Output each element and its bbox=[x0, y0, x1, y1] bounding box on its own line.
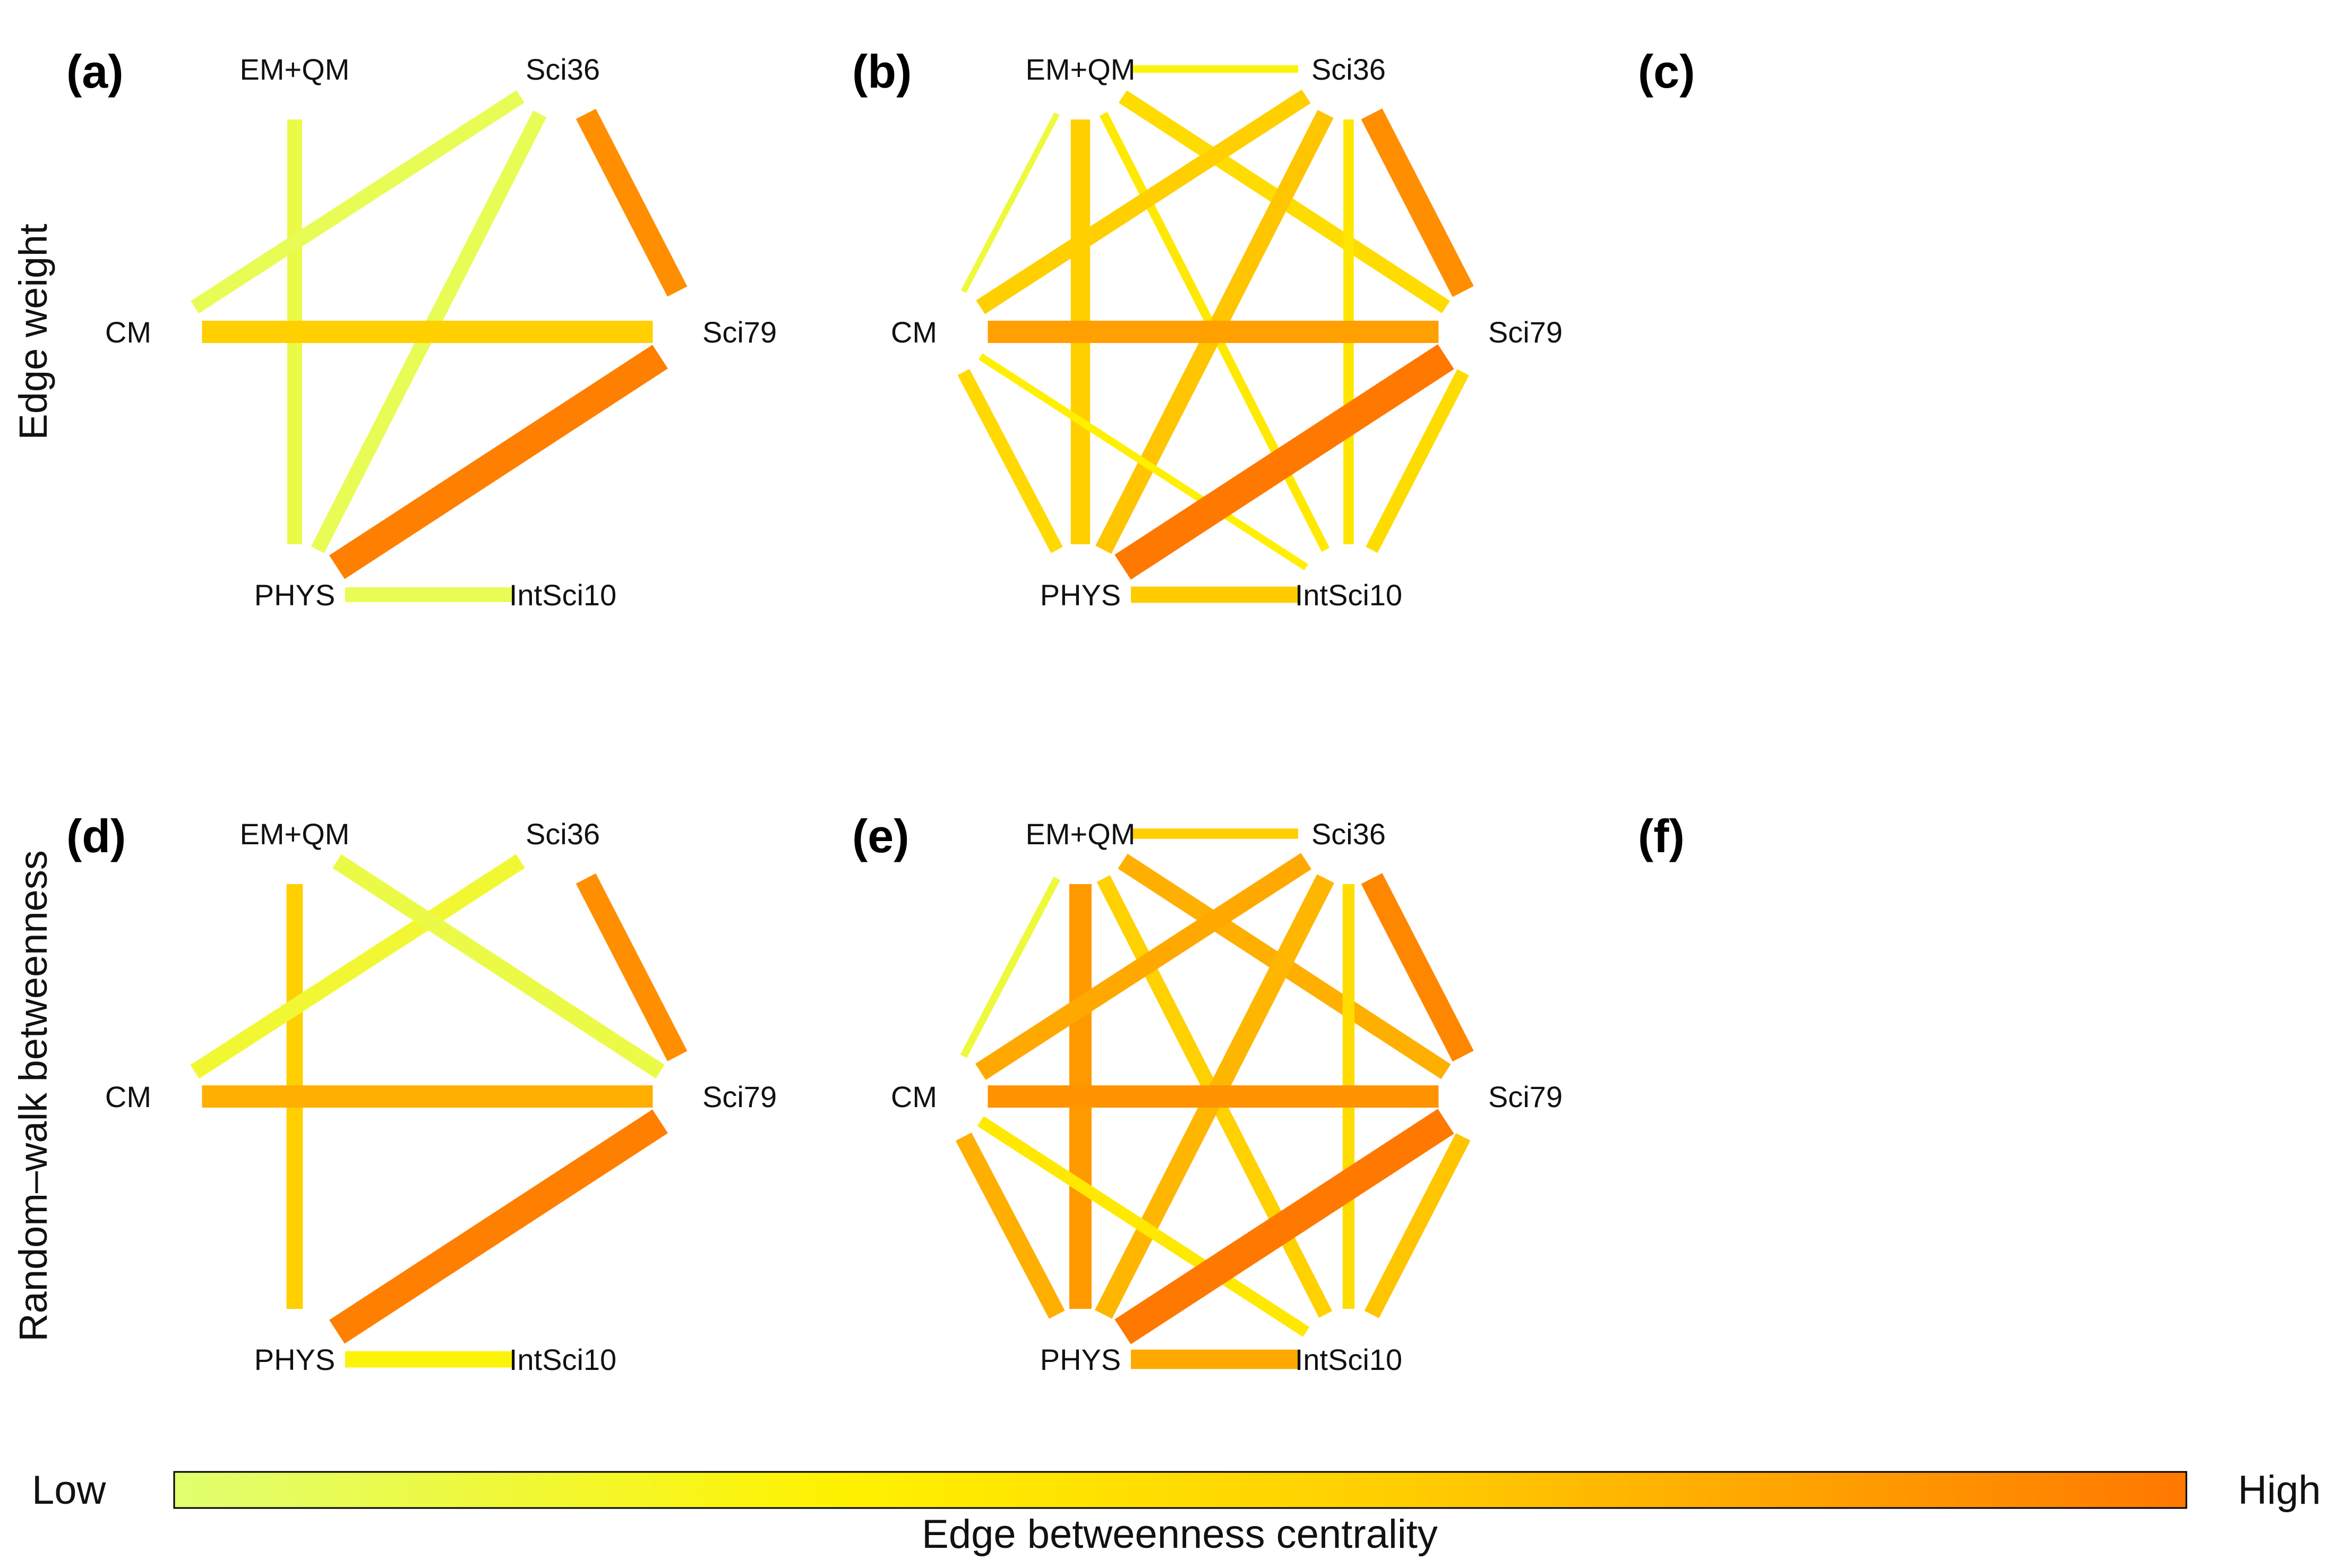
panel-f: EM+QM Sci36 CM Sci79 PHYS IntSci10 (f) bbox=[891, 810, 1685, 1376]
edge-Sci36-Sci79 bbox=[576, 108, 688, 297]
edge-CM-Sci36 bbox=[190, 854, 525, 1079]
node-label-cm: CM bbox=[891, 1080, 937, 1113]
node-label-sci79: Sci79 bbox=[702, 1080, 777, 1113]
node-label-cm: CM bbox=[105, 1080, 151, 1113]
row-label-edge-weight: Edge weight bbox=[11, 224, 55, 440]
node-label-intsci10: IntSci10 bbox=[509, 1343, 616, 1376]
node-label-sci36: Sci36 bbox=[1311, 817, 1386, 851]
node-label-phys: PHYS bbox=[254, 1343, 336, 1376]
edge-EMQM-CM bbox=[960, 876, 1060, 1058]
edge-Sci79-IntSci10 bbox=[1366, 369, 1470, 553]
edge-CM-IntSci10 bbox=[978, 353, 1309, 571]
edge-Sci36-Sci79 bbox=[1361, 873, 1474, 1062]
node-label-cm: CM bbox=[105, 315, 151, 349]
edge-CM-Sci36 bbox=[976, 89, 1311, 314]
node-label-sci79: Sci79 bbox=[702, 315, 777, 349]
edge-CM-Sci36 bbox=[191, 90, 525, 314]
edge-Sci36-Sci79 bbox=[576, 873, 688, 1061]
edge-PHYS-Sci79 bbox=[1114, 344, 1454, 580]
edge-EMQM-CM bbox=[960, 112, 1060, 293]
panel-e: EM+QM Sci36 CM Sci79 PHYS IntSci10 (e) bbox=[105, 810, 909, 1376]
edge-Sci36-Sci79 bbox=[1361, 108, 1474, 297]
colorbar-gradient bbox=[173, 1471, 2187, 1509]
node-label-emqm: EM+QM bbox=[1026, 817, 1136, 851]
edge-CM-Sci36 bbox=[975, 853, 1312, 1080]
node-label-cm: CM bbox=[891, 315, 937, 349]
colorbar-low-label: Low bbox=[32, 1468, 107, 1513]
node-label-emqm: EM+QM bbox=[240, 53, 350, 86]
colorbar: Low High Edge betweenness centrality bbox=[32, 1468, 2321, 1557]
node-label-sci36: Sci36 bbox=[526, 53, 600, 86]
panel-letter: (a) bbox=[66, 45, 124, 98]
colorbar-high-label: High bbox=[2238, 1468, 2321, 1513]
edge-CM-PHYS bbox=[957, 369, 1063, 553]
panel-letter: (d) bbox=[66, 810, 126, 862]
edge-PHYS-Sci79 bbox=[329, 345, 668, 579]
panel-letter: (b) bbox=[852, 45, 912, 98]
colorbar-title: Edge betweenness centrality bbox=[922, 1512, 1438, 1557]
node-label-emqm: EM+QM bbox=[1026, 53, 1136, 86]
node-label-sci79: Sci79 bbox=[1488, 1080, 1563, 1113]
node-label-phys: PHYS bbox=[254, 578, 336, 612]
edge-PHYS-Sci79 bbox=[1114, 1109, 1454, 1344]
row-label-random-walk: Random–walk betweenness bbox=[11, 850, 55, 1342]
edge-EMQM-Sci79 bbox=[332, 854, 665, 1079]
edge-PHYS-Sci79 bbox=[329, 1109, 668, 1344]
node-label-phys: PHYS bbox=[1040, 578, 1121, 612]
node-label-intsci10: IntSci10 bbox=[509, 578, 616, 612]
panel-b: EM+QM Sci36 CM Sci79 PHYS IntSci10 (b) bbox=[105, 45, 912, 612]
node-label-emqm: EM+QM bbox=[240, 817, 350, 851]
network-panels: Sci36CMSci79PHYS(a)EM+QMSci36CMSci79PHYS… bbox=[66, 45, 1695, 1376]
node-label-sci36: Sci36 bbox=[1311, 53, 1386, 86]
node-label-sci36: Sci36 bbox=[526, 817, 600, 851]
node-label-phys: PHYS bbox=[1040, 1343, 1121, 1376]
panel-c: EM+QM Sci36 CM Sci79 PHYS IntSci10 (c) bbox=[891, 45, 1695, 612]
node-label-sci79: Sci79 bbox=[1488, 315, 1563, 349]
node-label-intsci10: IntSci10 bbox=[1295, 1343, 1402, 1376]
node-label-intsci10: IntSci10 bbox=[1295, 578, 1402, 612]
panel-letter: (c) bbox=[1638, 45, 1695, 98]
edge-CM-PHYS bbox=[955, 1132, 1065, 1319]
edge-CM-IntSci10 bbox=[977, 1116, 1310, 1337]
panel-letter: (f) bbox=[1638, 810, 1685, 862]
panel-letter: (e) bbox=[852, 810, 909, 862]
edge-Sci79-IntSci10 bbox=[1364, 1133, 1471, 1318]
